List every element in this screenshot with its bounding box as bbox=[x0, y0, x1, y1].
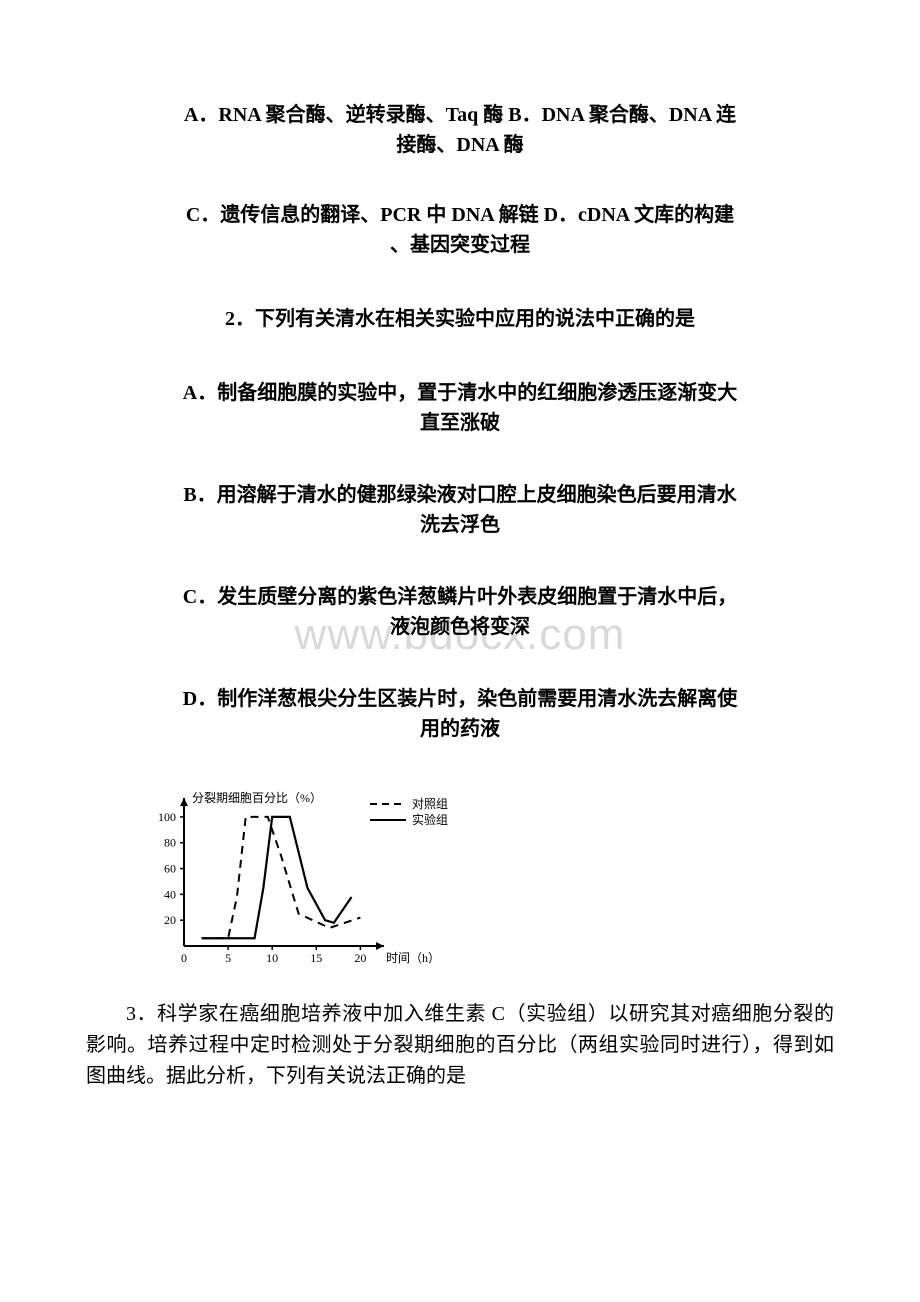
q1-line2: 接酶、DNA 酶 bbox=[80, 130, 840, 160]
q2-option-d: D．制作洋葱根尖分生区装片时，染色前需要用清水洗去解离使 用的药液 bbox=[80, 684, 840, 744]
svg-text:0: 0 bbox=[181, 951, 187, 965]
svg-text:80: 80 bbox=[164, 836, 176, 850]
q2-option-c: www.bdocx.com C．发生质壁分离的紫色洋葱鳞片叶外表皮细胞置于清水中… bbox=[80, 582, 840, 642]
q2-option-a: A．制备细胞膜的实验中，置于清水中的红细胞渗透压逐渐变大 直至涨破 bbox=[80, 378, 840, 438]
svg-text:分裂期细胞百分比（%）: 分裂期细胞百分比（%） bbox=[192, 791, 322, 805]
q1-line1: A．RNA 聚合酶、逆转录酶、Taq 酶 B．DNA 聚合酶、DNA 连 bbox=[80, 100, 840, 130]
line-chart: 20 40 60 80 100 0 5 10 15 20 分裂期细胞百分比（%） 时间（h） 对照组实验… bbox=[140, 786, 450, 976]
svg-text:对照组: 对照组 bbox=[412, 797, 448, 811]
q2-stem: 2．下列有关清水在相关实验中应用的说法中正确的是 bbox=[80, 304, 840, 334]
q1-line3: C．遗传信息的翻译、PCR 中 DNA 解链 D．cDNA 文库的构建 bbox=[80, 200, 840, 230]
svg-text:15: 15 bbox=[310, 951, 322, 965]
q1-line4: 、基因突变过程 bbox=[80, 230, 840, 260]
document-page: A．RNA 聚合酶、逆转录酶、Taq 酶 B．DNA 聚合酶、DNA 连 接酶、… bbox=[0, 0, 920, 1152]
q2-c-line1: C．发生质壁分离的紫色洋葱鳞片叶外表皮细胞置于清水中后， bbox=[80, 582, 840, 612]
q2-a-line2: 直至涨破 bbox=[80, 408, 840, 438]
q2-c-line2: 液泡颜色将变深 bbox=[80, 612, 840, 642]
q1-options-cd: C．遗传信息的翻译、PCR 中 DNA 解链 D．cDNA 文库的构建 、基因突… bbox=[80, 200, 840, 260]
q2-option-b: B．用溶解于清水的健那绿染液对口腔上皮细胞染色后要用清水 洗去浮色 bbox=[80, 480, 840, 540]
chart-container: 20 40 60 80 100 0 5 10 15 20 分裂期细胞百分比（%） 时间（h） 对照组实验… bbox=[140, 786, 840, 981]
q2-a-line1: A．制备细胞膜的实验中，置于清水中的红细胞渗透压逐渐变大 bbox=[80, 378, 840, 408]
q2-d-line2: 用的药液 bbox=[80, 714, 840, 744]
svg-text:60: 60 bbox=[164, 862, 176, 876]
q2-d-line1: D．制作洋葱根尖分生区装片时，染色前需要用清水洗去解离使 bbox=[80, 684, 840, 714]
svg-text:20: 20 bbox=[164, 913, 176, 927]
svg-text:100: 100 bbox=[158, 810, 176, 824]
q3-paragraph: 3．科学家在癌细胞培养液中加入维生素 C（实验组）以研究其对癌细胞分裂的影响。培… bbox=[86, 999, 834, 1092]
svg-text:20: 20 bbox=[354, 951, 366, 965]
svg-text:实验组: 实验组 bbox=[412, 812, 448, 827]
svg-text:5: 5 bbox=[225, 951, 231, 965]
q2-b-line1: B．用溶解于清水的健那绿染液对口腔上皮细胞染色后要用清水 bbox=[80, 480, 840, 510]
svg-text:10: 10 bbox=[266, 951, 278, 965]
svg-text:时间（h）: 时间（h） bbox=[386, 951, 440, 965]
svg-text:40: 40 bbox=[164, 887, 176, 901]
q2-b-line2: 洗去浮色 bbox=[80, 510, 840, 540]
q1-options-ab: A．RNA 聚合酶、逆转录酶、Taq 酶 B．DNA 聚合酶、DNA 连 接酶、… bbox=[80, 100, 840, 160]
